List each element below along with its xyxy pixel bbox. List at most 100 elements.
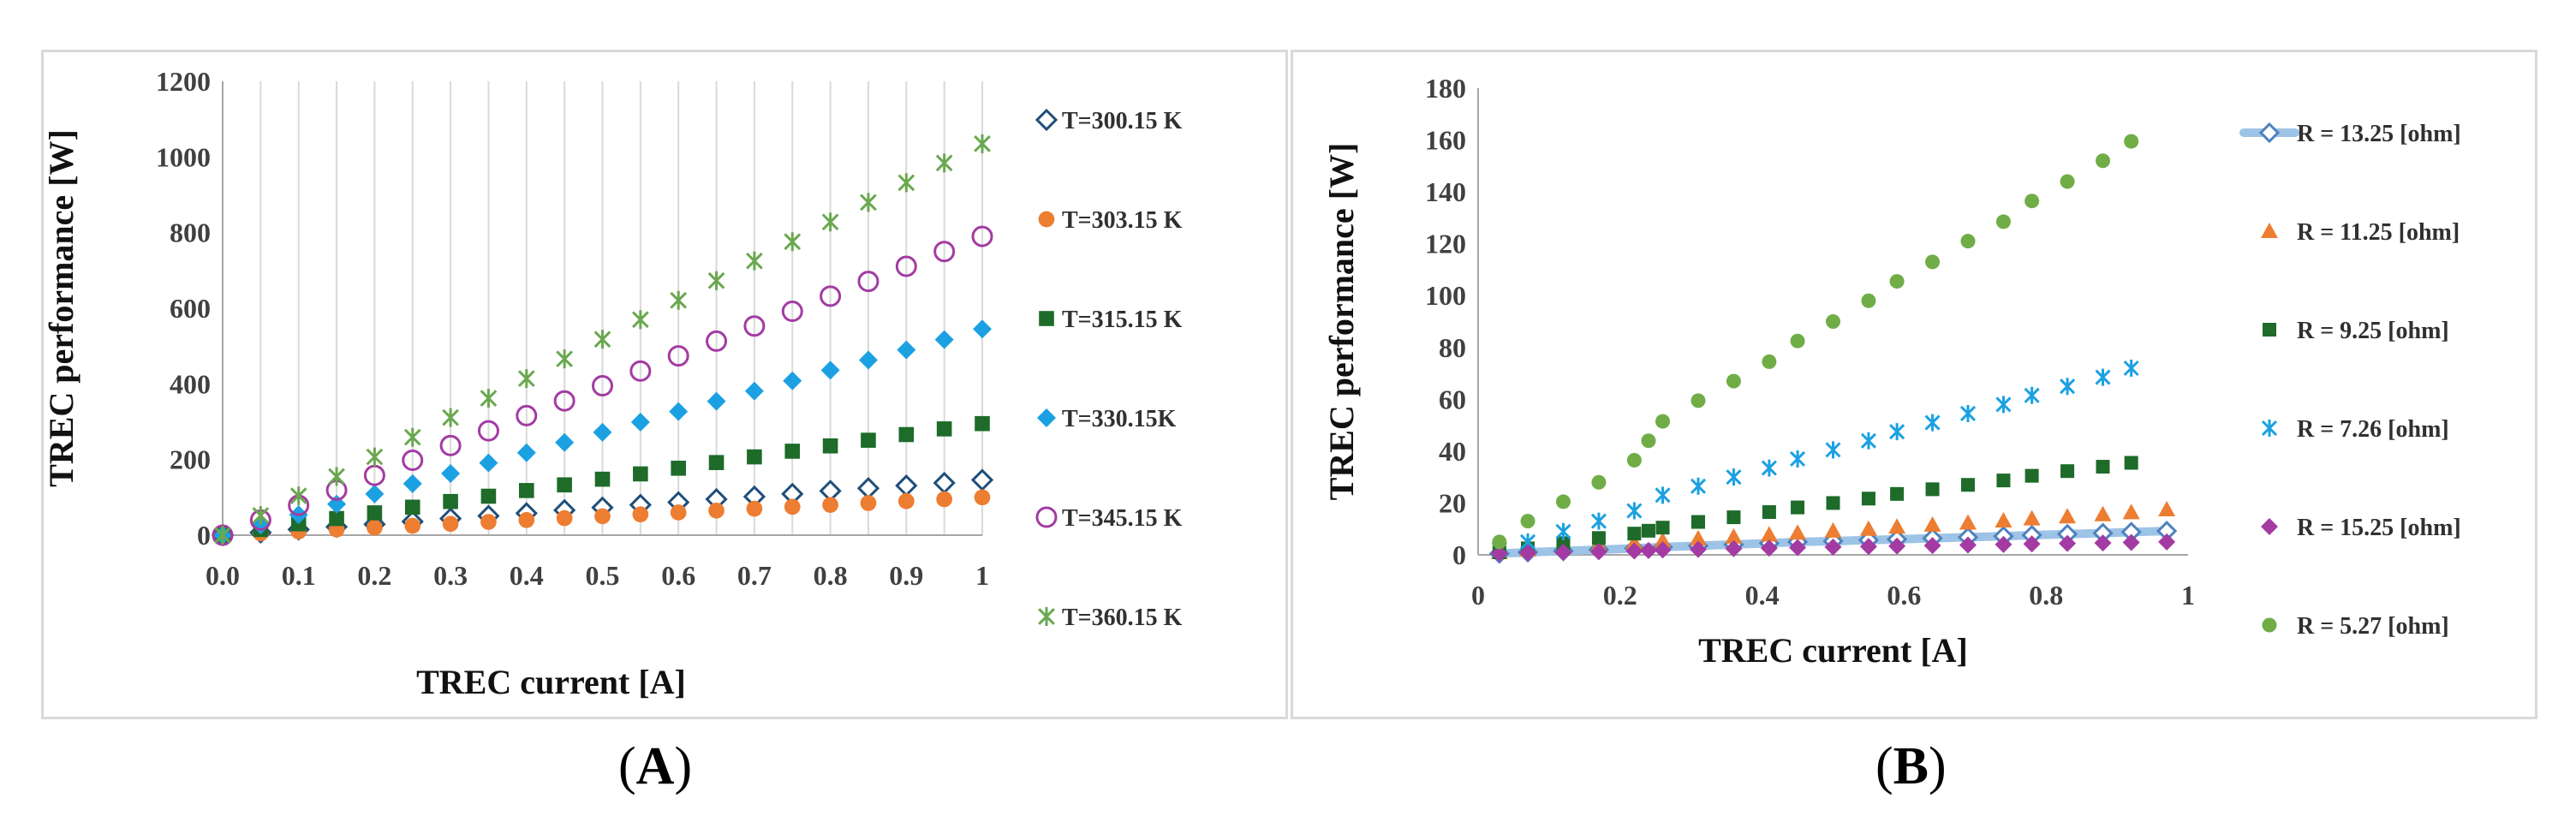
chart-b-point xyxy=(1961,478,1976,492)
chart-b-x-tick-label: 1 xyxy=(2181,580,2195,611)
chart-b-point xyxy=(1889,423,1905,441)
chart-b-point xyxy=(2060,378,2076,396)
chart-a-point xyxy=(670,290,688,310)
chart-b-legend-item: R = 5.27 [ohm] xyxy=(2262,613,2449,640)
chart-a-point xyxy=(897,340,916,360)
chart-a-point xyxy=(518,511,535,528)
chart-a-point xyxy=(441,464,461,484)
chart-a-point xyxy=(820,360,840,380)
chart-b-legend-label: R = 15.25 [ohm] xyxy=(2297,515,2461,541)
chart-b-point xyxy=(2122,533,2140,551)
chart-b-point xyxy=(1626,502,1643,520)
chart-a-legend-marker xyxy=(1039,311,1054,326)
chart-a-point xyxy=(365,484,385,503)
chart-a-point xyxy=(747,449,762,465)
chart-a-point xyxy=(746,251,763,271)
chart-a-legend-marker xyxy=(1035,108,1058,132)
chart-a-point xyxy=(781,301,803,323)
chart-a-point xyxy=(821,212,839,232)
chart-a-x-tick-label: 0.5 xyxy=(586,560,620,591)
chart-a-legend-label: T=330.15K xyxy=(1062,406,1177,432)
chart-b-point xyxy=(1726,373,1741,389)
chart-a-point xyxy=(252,506,270,526)
chart-a-point xyxy=(593,330,611,349)
chart-b-point xyxy=(2123,360,2139,377)
chart-a-point xyxy=(746,500,763,517)
chart-b-point xyxy=(2060,174,2075,189)
chart-b-point xyxy=(1689,529,1707,545)
chart-a-point xyxy=(480,389,498,408)
chart-b-legend-label: R = 13.25 [ohm] xyxy=(2297,121,2461,147)
chart-b-point xyxy=(1761,459,1777,477)
chart-a-point xyxy=(480,514,497,530)
chart-a-point xyxy=(439,434,462,456)
chart-b-point xyxy=(1690,515,1705,529)
chart-a-point xyxy=(744,381,764,401)
chart-a-x-tick-label: 0.1 xyxy=(282,560,316,591)
chart-b-point xyxy=(1789,524,1807,540)
chart-b-point xyxy=(1725,539,1743,557)
chart-a-point xyxy=(367,505,383,521)
chart-a-y-tick-label: 0 xyxy=(197,520,211,551)
chart-b-point xyxy=(2059,534,2077,552)
chart-b-point xyxy=(2024,386,2040,404)
chart-a-point xyxy=(861,432,876,448)
chart-b-legend-item: R = 9.25 [ohm] xyxy=(2263,318,2449,344)
chart-b-point xyxy=(1639,541,1657,559)
chart-a-point xyxy=(708,502,724,519)
chart-a-y-tick-label: 1000 xyxy=(156,141,211,172)
chart-a-y-tick-label: 600 xyxy=(170,293,211,324)
chart-b-point xyxy=(1726,468,1742,486)
chart-a-point xyxy=(443,493,458,509)
chart-a-point xyxy=(516,443,536,462)
caption-b: (B) xyxy=(1875,737,1947,795)
chart-b-point xyxy=(1790,333,1805,348)
chart-b-point xyxy=(1925,254,1941,270)
chart-b-series-6 xyxy=(1492,134,2139,550)
chart-b-point xyxy=(1925,482,1940,497)
chart-a-x-tick-label: 0.3 xyxy=(433,560,468,591)
chart-b-point xyxy=(1923,515,1941,532)
chart-a-point xyxy=(669,402,689,421)
chart-a-legend-item: T=315.15 K xyxy=(1039,307,1183,333)
chart-a-point xyxy=(973,319,992,339)
chart-a-point xyxy=(214,526,231,545)
chart-b-legend-marker xyxy=(2261,223,2278,238)
chart-b-point xyxy=(1490,545,1508,563)
chart-a-point xyxy=(631,310,649,330)
chart-a-point xyxy=(974,134,991,153)
chart-a-series-2 xyxy=(214,489,991,544)
chart-a-legend-label: T=300.15 K xyxy=(1062,108,1183,134)
chart-a-point xyxy=(403,427,421,447)
chart-a-point xyxy=(822,497,838,514)
chart-a-x-tick-label: 0.6 xyxy=(661,560,695,591)
chart-b-point xyxy=(2023,535,2041,553)
chart-a-point xyxy=(556,509,573,527)
chart-a-point xyxy=(895,255,917,277)
chart-b-series-5 xyxy=(1490,533,2176,563)
chart-a-point xyxy=(670,504,687,521)
chart-a-legend-item: T=360.15 K xyxy=(1038,605,1183,631)
chart-b-point xyxy=(1791,500,1805,515)
chart-a-legend-label: T=360.15 K xyxy=(1062,605,1183,631)
chart-b-legend-label: R = 5.27 [ohm] xyxy=(2297,613,2449,640)
chart-b-y-tick-label: 60 xyxy=(1439,384,1466,414)
chart-a-x-tick-label: 0.9 xyxy=(889,560,923,591)
chart-b-x-axis-label: TREC current [A] xyxy=(1698,631,1968,670)
chart-a-x-tick-label: 0.2 xyxy=(357,560,391,591)
chart-a-legend-item: T=303.15 K xyxy=(1038,207,1183,234)
chart-a-point xyxy=(784,498,801,515)
chart-panel-a xyxy=(41,50,1288,719)
chart-b-point xyxy=(1762,354,1777,369)
chart-b-y-tick-label: 140 xyxy=(1425,176,1466,207)
chart-a-point xyxy=(594,471,611,487)
chart-a-legend-marker xyxy=(1038,607,1055,626)
caption-a: (A) xyxy=(618,737,693,795)
chart-a-point xyxy=(480,488,497,504)
chart-a-point xyxy=(858,350,878,370)
chart-b-point xyxy=(1655,414,1671,429)
chart-b-point xyxy=(2096,153,2111,169)
chart-a-point xyxy=(783,371,802,390)
chart-a-point xyxy=(289,486,307,506)
